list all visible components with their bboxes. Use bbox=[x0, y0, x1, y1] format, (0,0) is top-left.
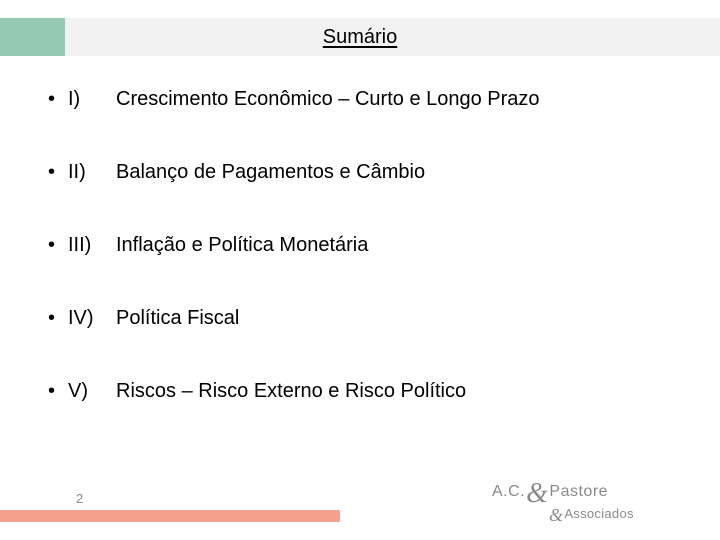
list-item: • III) Inflação e Política Monetária bbox=[48, 234, 668, 257]
list-item: • II) Balanço de Pagamentos e Câmbio bbox=[48, 161, 668, 184]
item-text: Inflação e Política Monetária bbox=[116, 234, 368, 257]
roman-numeral: IV) bbox=[68, 307, 116, 330]
list-item: • IV) Política Fiscal bbox=[48, 307, 668, 330]
item-text: Política Fiscal bbox=[116, 307, 239, 330]
logo-ampersand-small: & bbox=[549, 505, 563, 525]
roman-numeral: III) bbox=[68, 234, 116, 257]
bullet: • bbox=[48, 307, 68, 330]
roman-numeral: I) bbox=[68, 88, 116, 111]
item-text: Crescimento Econômico – Curto e Longo Pr… bbox=[116, 88, 540, 111]
item-text: Balanço de Pagamentos e Câmbio bbox=[116, 161, 425, 184]
roman-numeral: II) bbox=[68, 161, 116, 184]
list-item: • V) Riscos – Risco Externo e Risco Polí… bbox=[48, 380, 668, 403]
header-accent-block bbox=[0, 18, 65, 56]
list-item: • I) Crescimento Econômico – Curto e Lon… bbox=[48, 88, 668, 111]
logo-name: Pastore bbox=[549, 483, 608, 500]
summary-list: • I) Crescimento Econômico – Curto e Lon… bbox=[48, 88, 668, 453]
page-title: Sumário bbox=[323, 26, 397, 49]
bullet: • bbox=[48, 380, 68, 403]
bullet: • bbox=[48, 88, 68, 111]
roman-numeral: V) bbox=[68, 380, 116, 403]
item-text: Riscos – Risco Externo e Risco Político bbox=[116, 380, 466, 403]
logo-prefix: A.C. bbox=[492, 483, 525, 500]
logo-sub: Associados bbox=[564, 506, 633, 521]
logo-line-1: A.C.&Pastore bbox=[492, 480, 692, 508]
logo-line-2: &Associados bbox=[548, 506, 692, 524]
page-number: 2 bbox=[76, 491, 83, 506]
header-band: Sumário bbox=[0, 18, 720, 56]
footer-accent-bar bbox=[0, 510, 340, 522]
logo-ampersand: & bbox=[526, 478, 548, 509]
bullet: • bbox=[48, 234, 68, 257]
bullet: • bbox=[48, 161, 68, 184]
company-logo: A.C.&Pastore &Associados bbox=[492, 480, 692, 524]
